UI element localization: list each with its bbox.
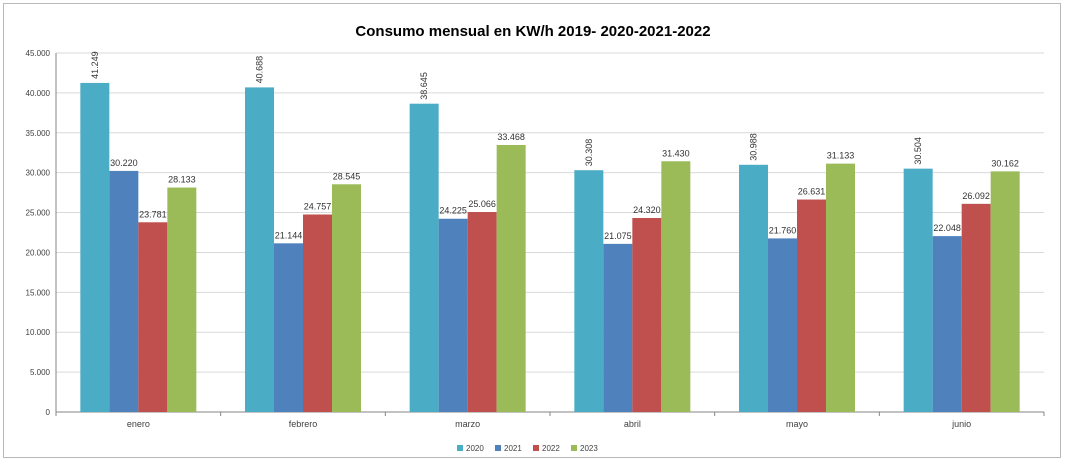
chart-title: Consumo mensual en KW/h 2019- 2020-2021-… <box>355 23 710 40</box>
bars <box>80 82 1020 412</box>
legend: 2020 2021 2022 2023 <box>457 444 598 453</box>
bar-chart: Consumo mensual en KW/h 2019- 2020-2021-… <box>26 23 1045 453</box>
data-label-2021-abril: 21.075 <box>604 231 632 241</box>
data-label-2022-enero: 23.781 <box>139 209 167 219</box>
bar-2020-marzo <box>409 103 439 412</box>
x-category-label: junio <box>951 419 971 429</box>
y-tick-label: 0 <box>46 408 51 417</box>
data-label-2022-abril: 24.320 <box>633 205 661 215</box>
bar-2022-mayo <box>797 199 826 412</box>
data-label-2023-febrero: 28.545 <box>333 171 361 181</box>
bar-2020-abril <box>574 170 604 412</box>
bar-2023-marzo <box>496 144 526 412</box>
bar-2020-febrero <box>245 87 274 412</box>
y-tick-label: 10.000 <box>26 328 51 337</box>
data-label-2022-junio: 26.092 <box>962 191 990 201</box>
legend-swatch-2023 <box>571 445 577 451</box>
data-label-2021-mayo: 21.760 <box>769 225 797 235</box>
data-label-2020-junio: 30.504 <box>913 137 923 165</box>
bar-2022-marzo <box>467 212 497 412</box>
y-tick-label: 35.000 <box>26 129 51 138</box>
bar-2023-febrero <box>332 184 361 412</box>
bar-2021-abril <box>603 243 633 412</box>
bar-2020-mayo <box>739 164 768 412</box>
data-label-2023-enero: 28.133 <box>168 175 196 185</box>
data-label-2021-junio: 22.048 <box>933 223 961 233</box>
data-label-2022-mayo: 26.631 <box>798 187 826 197</box>
bar-2020-enero <box>80 82 110 412</box>
legend-swatch-2022 <box>533 445 539 451</box>
x-category-label: enero <box>127 419 150 429</box>
data-label-2020-febrero: 40.688 <box>255 56 265 84</box>
y-tick-label: 15.000 <box>26 288 51 297</box>
legend-swatch-2021 <box>495 445 501 451</box>
y-tick-label: 20.000 <box>26 248 51 257</box>
gridlines <box>56 52 1044 413</box>
data-label-2020-marzo: 38.645 <box>419 72 429 100</box>
bar-2023-enero <box>167 187 197 412</box>
data-label-2023-abril: 31.430 <box>662 148 690 158</box>
legend-label-2022: 2022 <box>542 444 560 453</box>
bar-2022-enero <box>138 222 168 412</box>
bar-2023-abril <box>661 161 691 412</box>
chart-frame: Consumo mensual en KW/h 2019- 2020-2021-… <box>3 3 1061 458</box>
data-label-2021-febrero: 21.144 <box>275 230 303 240</box>
data-label-2021-enero: 30.220 <box>110 158 138 168</box>
bar-2021-mayo <box>768 238 797 412</box>
bar-2023-mayo <box>826 163 855 412</box>
data-label-2021-marzo: 24.225 <box>439 206 467 216</box>
bar-2022-febrero <box>303 214 332 412</box>
legend-label-2023: 2023 <box>580 444 598 453</box>
bar-2023-junio <box>990 171 1020 412</box>
legend-label-2020: 2020 <box>466 444 484 453</box>
legend-swatch-2020 <box>457 445 463 451</box>
bar-2021-junio <box>932 236 962 412</box>
data-label-2023-mayo: 31.133 <box>827 151 855 161</box>
x-category-label: abril <box>624 419 641 429</box>
bar-2022-abril <box>632 217 662 412</box>
y-tick-label: 30.000 <box>26 169 51 178</box>
bar-2022-junio <box>961 203 991 412</box>
x-category-label: marzo <box>455 419 480 429</box>
data-labels: 41.249 30.220 23.781 28.133 40.688 21.144 24.7… <box>90 51 1019 240</box>
data-label-2022-febrero: 24.757 <box>304 201 332 211</box>
bar-2021-febrero <box>274 243 303 412</box>
bar-2020-junio <box>903 168 933 412</box>
x-category-label: mayo <box>786 419 808 429</box>
bar-2021-marzo <box>438 218 468 412</box>
y-tick-label: 25.000 <box>26 209 51 218</box>
data-label-2022-marzo: 25.066 <box>468 199 496 209</box>
x-category-label: febrero <box>289 419 318 429</box>
data-label-2020-mayo: 30.988 <box>749 133 759 161</box>
bar-2021-enero <box>109 170 139 412</box>
data-label-2020-enero: 41.249 <box>90 51 100 79</box>
data-label-2023-junio: 30.162 <box>991 158 1019 168</box>
y-tick-label: 5.000 <box>30 368 51 377</box>
data-label-2020-abril: 30.308 <box>584 139 594 167</box>
axes: 0 5.000 10.000 15.000 20.000 25.000 30.000 35.0… <box>26 49 1045 429</box>
legend-label-2021: 2021 <box>504 444 522 453</box>
data-label-2023-marzo: 33.468 <box>497 132 525 142</box>
y-tick-label: 45.000 <box>26 49 51 58</box>
y-tick-label: 40.000 <box>26 89 51 98</box>
